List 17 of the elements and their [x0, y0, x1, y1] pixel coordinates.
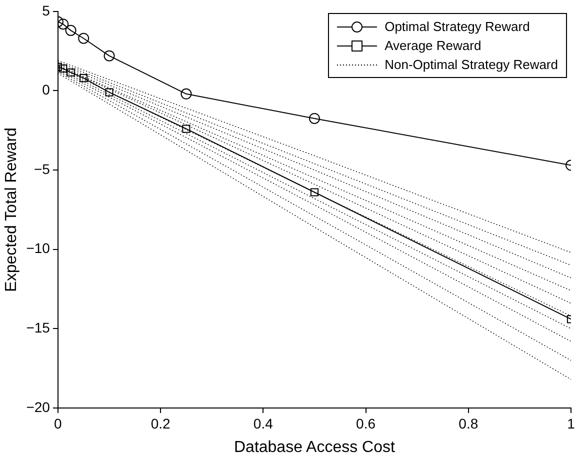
x-tick-label: 0	[54, 415, 62, 432]
y-tick-label: −10	[26, 240, 50, 256]
x-tick-label: 0.2	[150, 415, 170, 432]
x-tick-label: 1	[567, 415, 576, 432]
y-tick-label: 0	[42, 82, 50, 98]
x-axis-title: Database Access Cost	[234, 438, 396, 456]
y-tick-label: −15	[26, 320, 50, 336]
y-axis-title: Expected Total Reward	[3, 128, 20, 292]
y-tick-label: 5	[42, 2, 50, 18]
x-tick-label: 0.8	[458, 415, 478, 432]
y-tick-label: −20	[26, 398, 50, 415]
x-tick-label: 0.6	[356, 415, 376, 432]
legend-label: Average Reward	[384, 38, 482, 54]
y-tick-label: −5	[34, 160, 50, 177]
legend-label: Non-Optimal Strategy Reward	[384, 57, 558, 72]
x-tick-label: 0.4	[253, 415, 274, 432]
legend-label: Optimal Strategy Reward	[384, 19, 530, 34]
